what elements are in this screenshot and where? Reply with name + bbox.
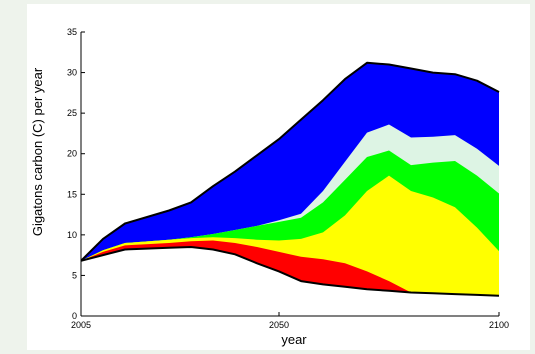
y-tick-label: 5 (72, 270, 77, 280)
total-envelope-line (80, 61, 500, 262)
x-axis-label: year (281, 332, 307, 347)
y-tick-label: 25 (67, 108, 77, 118)
below-baseline-area (81, 247, 499, 316)
baseline-line (80, 246, 500, 297)
x-tick-label: 2100 (489, 320, 509, 330)
y-tick-label: 10 (67, 230, 77, 240)
axes (80, 32, 499, 317)
y-tick-label: 20 (67, 149, 77, 159)
x-tick-label: 2005 (71, 320, 91, 330)
y-tick-label: 0 (72, 311, 77, 321)
y-tick-label: 30 (67, 68, 77, 78)
x-tick-label: 2050 (269, 320, 289, 330)
y-tick-label: 35 (67, 27, 77, 37)
y-ticks: 0 5 10 15 20 25 30 35 (67, 27, 85, 321)
chart-card: 0 5 10 15 20 25 30 35 2005 2050 2100 Gigatons car… (27, 4, 530, 350)
y-axis-label: Gigatons carbon (C) per year (30, 67, 45, 236)
stacked-area-chart: 0 5 10 15 20 25 30 35 2005 2050 2100 Gigatons car… (30, 27, 509, 347)
area-layers (80, 61, 500, 316)
y-tick-label: 15 (67, 189, 77, 199)
x-ticks: 2005 2050 2100 (71, 312, 509, 330)
